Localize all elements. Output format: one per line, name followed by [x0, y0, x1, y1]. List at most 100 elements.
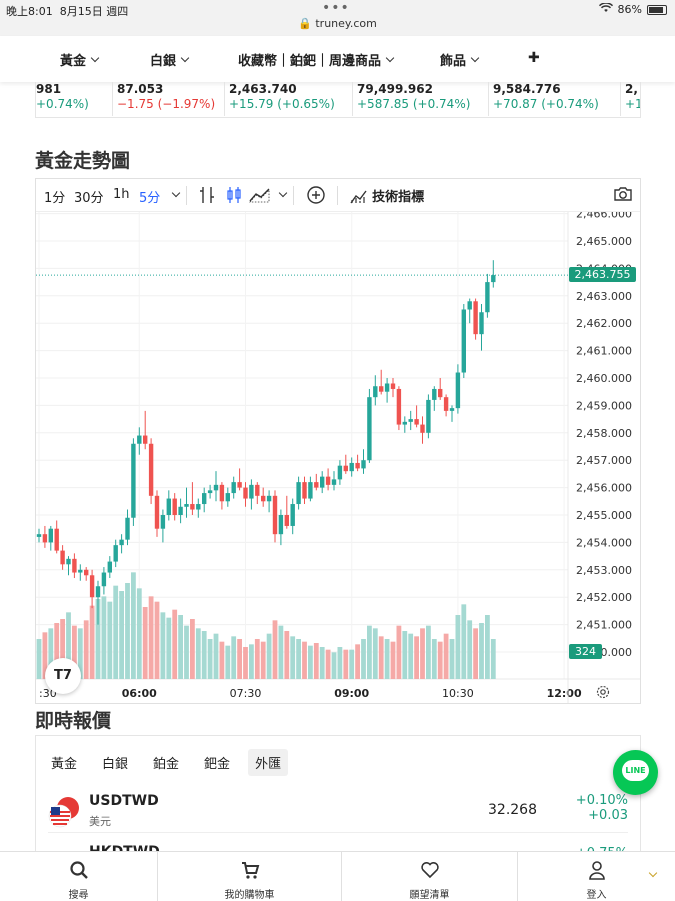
interval-chevron-down-icon[interactable]	[171, 188, 181, 198]
candlestick-chart[interactable]: 2,466.0002,465.0002,464.0002,463.0002,46…	[36, 208, 640, 703]
chevron-down-icon	[90, 53, 100, 63]
y-tick-label: 2,463.000	[576, 290, 632, 303]
tab-silver[interactable]: 白銀	[102, 757, 129, 772]
interval-30m-button[interactable]: 30分	[74, 191, 104, 206]
tradingview-logo[interactable]: T7	[45, 658, 81, 694]
tab-forex[interactable]: 外匯	[248, 749, 289, 776]
candle-body	[54, 528, 59, 551]
bar-style-icon[interactable]	[199, 186, 215, 208]
bottom-search[interactable]: 搜尋	[0, 852, 157, 901]
interval-1m-button[interactable]: 1分	[44, 191, 66, 206]
volume-bar	[190, 619, 195, 679]
candle-body	[196, 504, 201, 510]
candle-body	[72, 558, 77, 573]
volume-bar	[302, 641, 307, 679]
chart-toolbar: 1分 30分 1h 5分 技術指標	[36, 179, 640, 212]
volume-bar	[266, 633, 272, 679]
volume-bar	[113, 585, 119, 679]
candle-body	[202, 493, 207, 505]
volume-bar	[225, 645, 231, 679]
volume-bar	[313, 643, 319, 679]
ticker-item[interactable]: 981 +0.74%)	[36, 82, 89, 111]
ticker-item[interactable]: 9,584.776 +70.87 (+0.74%)	[488, 82, 599, 116]
candle-body	[414, 419, 419, 425]
candle-body	[60, 550, 65, 565]
x-tick-label: 10:30	[442, 687, 474, 700]
volume-bar	[83, 620, 89, 679]
area-style-icon[interactable]	[249, 187, 271, 207]
nav-gold[interactable]: 黃金	[60, 50, 100, 69]
url-bar[interactable]: 🔒 truney.com	[298, 17, 377, 30]
multitask-dots[interactable]: •••	[322, 0, 350, 16]
volume-bar	[213, 633, 219, 679]
candle-body	[113, 545, 118, 562]
candle-body	[379, 386, 384, 392]
toolbar-divider	[293, 186, 294, 205]
candle-body	[148, 443, 154, 496]
chart-plot-area[interactable]: 2,466.0002,465.0002,464.0002,463.0002,46…	[36, 208, 640, 703]
volume-bar	[426, 625, 431, 679]
nav-collect[interactable]: 收藏幣｜鉑鈀｜周邊商品	[238, 50, 395, 69]
candle-body	[207, 490, 213, 494]
status-bar: 晚上8:01 8月15日 週四 ••• 🔒 truney.com 86%	[0, 0, 675, 36]
ticker-item[interactable]: 87.053 −1.75 (−1.97%)	[112, 82, 215, 116]
volume-bar	[107, 601, 113, 679]
interval-1h-button[interactable]: 1h	[113, 187, 130, 202]
candle-body	[231, 482, 236, 494]
candle-style-icon[interactable]	[226, 186, 242, 208]
candle-body	[467, 301, 472, 310]
nav-silver[interactable]: 白銀	[150, 50, 190, 69]
volume-bar	[125, 583, 130, 679]
volume-bar	[48, 628, 54, 679]
quotes-panel: 黃金 白銀 鉑金 鈀金 外匯 USDTWD 美元 32.268 +0.10% +0…	[35, 735, 641, 865]
volume-bar	[119, 591, 124, 679]
interval-5m-button[interactable]: 5分	[139, 191, 161, 206]
quote-row[interactable]: USDTWD 美元 32.268 +0.10% +0.03	[48, 793, 628, 833]
toolbar-divider	[186, 186, 187, 205]
candle-body	[390, 383, 396, 389]
volume-bar	[254, 639, 260, 679]
nav-plus-button[interactable]: ✚	[528, 50, 540, 66]
volume-bar	[449, 639, 455, 679]
status-right: 86%	[598, 2, 667, 16]
volume-bar	[349, 649, 355, 679]
volume-bar	[420, 628, 425, 679]
compare-plus-icon[interactable]	[306, 185, 326, 209]
bottom-tab-bar: 搜尋 我的購物車 願望清單 登入	[0, 851, 675, 901]
nav-jewelry[interactable]: 飾品	[440, 50, 480, 69]
volume-bar	[331, 652, 337, 679]
candle-body	[154, 495, 160, 529]
style-chevron-down-icon[interactable]	[278, 188, 288, 198]
indicators-button[interactable]: 技術指標	[350, 186, 424, 205]
candle-body	[420, 424, 425, 433]
volume-bar	[154, 601, 160, 679]
bottom-cart[interactable]: 我的購物車	[158, 852, 341, 901]
indicators-icon	[350, 190, 367, 204]
volume-bar	[207, 639, 213, 679]
volume-bar	[296, 639, 301, 679]
candle-body	[42, 534, 48, 543]
candle-body	[107, 561, 112, 573]
volume-bar	[325, 649, 331, 679]
camera-icon[interactable]	[613, 185, 633, 207]
ticker-item[interactable]: 2, +1	[620, 82, 640, 116]
bottom-login[interactable]: 登入	[518, 852, 675, 901]
candle-body	[349, 462, 354, 472]
tab-gold[interactable]: 黃金	[51, 757, 78, 772]
volume-bar	[437, 641, 443, 679]
ticker-item[interactable]: 2,463.740 +15.79 (+0.65%)	[224, 82, 335, 116]
tab-platinum[interactable]: 鉑金	[153, 757, 180, 772]
us-tw-flag-icon	[48, 795, 80, 828]
settings-gear-icon[interactable]	[596, 684, 610, 703]
quote-price: 32.268	[488, 802, 537, 818]
candle-body	[255, 484, 260, 496]
candle-body	[443, 397, 449, 411]
line-chat-button[interactable]: LINE	[613, 750, 658, 795]
quote-symbol: USDTWD	[89, 793, 159, 809]
quote-name: 美元	[89, 815, 111, 828]
candle-body	[296, 482, 301, 505]
tab-palladium[interactable]: 鈀金	[204, 757, 231, 772]
candle-body	[343, 465, 348, 472]
ticker-item[interactable]: 79,499.962 +587.85 (+0.74%)	[352, 82, 470, 116]
bottom-wishlist[interactable]: 願望清單	[342, 852, 517, 901]
